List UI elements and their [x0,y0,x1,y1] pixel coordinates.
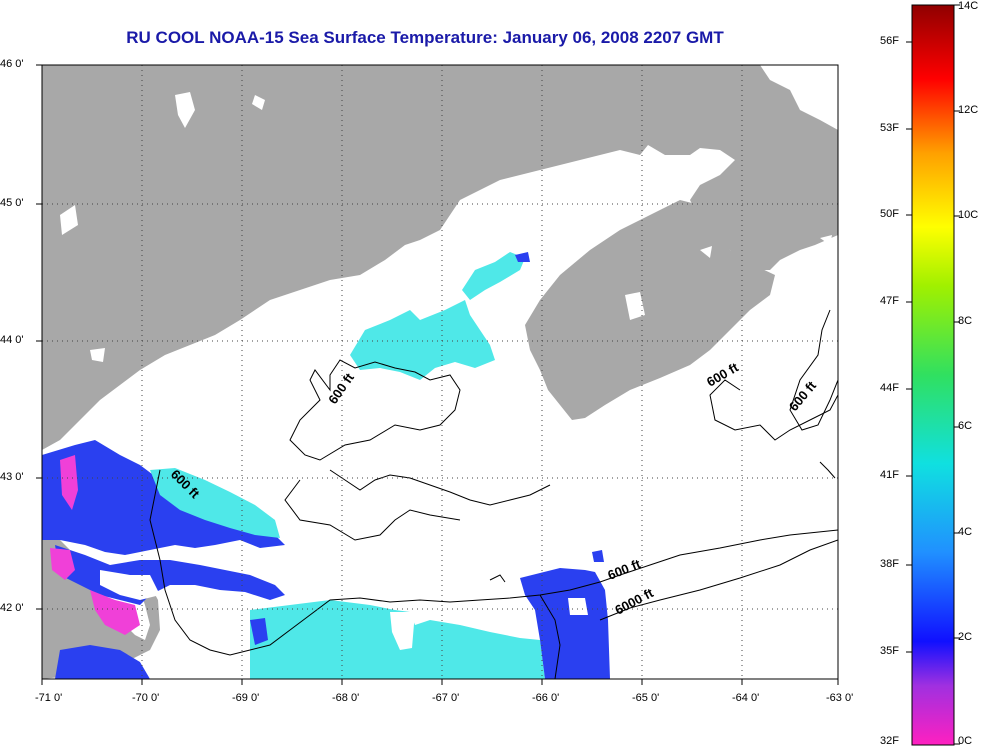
x-tick-label: -69 0' [232,692,260,704]
bathymetry-contours [149,309,838,679]
colorbar-f-label: 47F [880,295,899,307]
map-frame [41,64,839,680]
colorbar-c-label: 12C [958,104,979,116]
colorbar-f-label: 38F [880,558,899,570]
colorbar-c-label: 10C [958,209,979,221]
x-tick-label: -67 0' [432,692,460,704]
colorbar-c-label: 2C [958,631,973,643]
tick-marks [36,64,839,685]
colorbar-ticks [906,4,960,745]
x-tick-label: -68 0' [332,692,360,704]
colorbar-c-label: 4C [958,526,973,538]
y-tick-label: 42 0' [0,602,24,614]
colorbar-c-label: 0C [958,735,973,747]
land-lakes [60,92,832,362]
colorbar [911,4,955,746]
x-tick-label: -70 0' [132,692,160,704]
x-tick-label: -66 0' [532,692,560,704]
colorbar-f-label: 32F [880,735,899,747]
x-tick-label: -64 0' [732,692,760,704]
sst-patches [42,252,610,679]
colorbar-f-label: 41F [880,469,899,481]
y-tick-label: 43 0' [0,471,24,483]
land-new-england [42,65,838,450]
y-tick-label: 45 0' [0,197,24,209]
colorbar-f-label: 44F [880,382,899,394]
land-nova-scotia [525,200,775,420]
x-tick-label: -63 0' [826,692,854,704]
y-tick-label: 46 0' [0,58,24,70]
colorbar-c-label: 8C [958,315,973,327]
y-tick-label: 44 0' [0,334,24,346]
x-tick-label: -71 0' [35,692,63,704]
colorbar-c-label: 6C [958,420,973,432]
x-tick-label: -65 0' [632,692,660,704]
map-title: RU COOL NOAA-15 Sea Surface Temperature:… [126,28,724,47]
colorbar-c-label: 14C [958,0,979,12]
colorbar-f-label: 56F [880,35,899,47]
colorbar-f-label: 53F [880,122,899,134]
colorbar-f-label: 50F [880,208,899,220]
colorbar-f-label: 35F [880,645,899,657]
